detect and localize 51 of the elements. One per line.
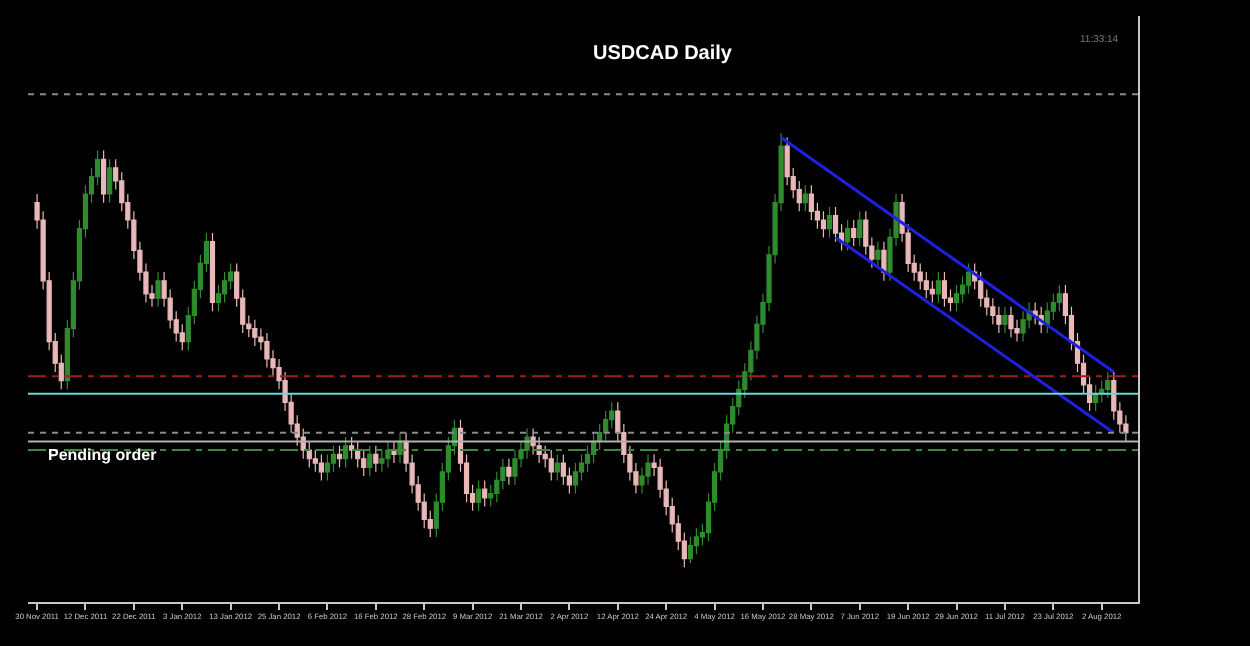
candlestick <box>1020 310 1026 343</box>
candlestick <box>826 206 833 238</box>
candlestick <box>560 453 566 486</box>
candlestick <box>996 306 1002 334</box>
candlestick <box>336 445 343 469</box>
candlestick <box>808 184 814 221</box>
candlestick <box>506 458 512 486</box>
candlestick <box>693 527 700 555</box>
candlestick <box>929 280 935 304</box>
candlestick <box>1105 371 1111 399</box>
candlestick <box>1008 306 1014 338</box>
candlestick <box>312 449 318 473</box>
candlestick <box>209 232 216 312</box>
annotation: Pending order <box>48 446 157 464</box>
candlestick <box>923 271 929 299</box>
candlestick <box>476 479 482 512</box>
candlestick <box>221 271 228 304</box>
candlestick <box>953 284 960 312</box>
candlestick <box>155 271 161 308</box>
candlestick <box>820 210 827 238</box>
candlestick <box>101 149 107 204</box>
candlestick <box>318 453 324 482</box>
candlestick <box>978 271 984 308</box>
candlestick <box>391 440 397 464</box>
candlestick <box>845 219 851 251</box>
candlestick <box>832 206 839 243</box>
candlestick <box>857 210 863 247</box>
candlestick <box>802 184 808 212</box>
candlestick <box>107 158 113 204</box>
candlestick <box>603 410 609 442</box>
candlestick <box>1002 306 1008 334</box>
candlestick <box>349 436 355 460</box>
candlestick <box>1044 301 1050 334</box>
candlestick <box>851 219 857 247</box>
candlestick <box>361 449 367 477</box>
candlestick <box>990 297 996 325</box>
candlestick <box>482 479 488 508</box>
candlestick <box>373 445 379 473</box>
candlestick <box>966 262 972 295</box>
candlestick <box>572 462 579 495</box>
candlestick <box>917 262 923 291</box>
candlestick <box>1056 284 1062 312</box>
candlestick <box>252 319 258 347</box>
candlestick <box>935 271 941 304</box>
candlestick <box>687 536 693 564</box>
candlestick <box>875 241 881 269</box>
candlestick <box>264 332 270 369</box>
candlestick <box>941 271 948 308</box>
candlestick <box>881 241 887 282</box>
chart-title: USDCAD Daily <box>593 43 733 66</box>
candlestick <box>548 449 554 482</box>
